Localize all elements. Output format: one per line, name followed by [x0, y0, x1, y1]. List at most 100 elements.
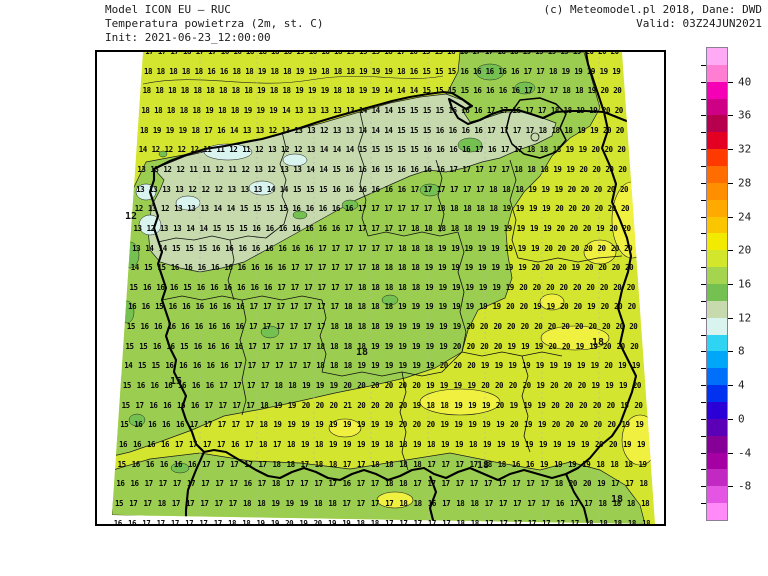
temp-value: 19: [299, 498, 309, 508]
temp-value: 18: [413, 498, 423, 508]
temp-value: 19: [571, 263, 581, 273]
temp-value: 20: [606, 184, 616, 194]
temp-value: 13: [159, 223, 169, 233]
temp-value: 19: [502, 204, 512, 214]
colorbar-segment: [707, 250, 727, 268]
temp-value: 19: [438, 282, 448, 292]
temp-value: 19: [270, 518, 280, 526]
temp-value: 16: [409, 50, 418, 56]
temp-value: 16: [474, 105, 483, 115]
temperature-grid: 17 17 17 18 17 17 16 16 18 18 18 18 19 18 18 18 19 19 19 18…: [97, 52, 664, 524]
temp-value: 19: [596, 223, 605, 233]
temp-value: 16: [221, 341, 230, 351]
temp-value: 17: [556, 518, 565, 526]
temp-value: 17: [317, 282, 327, 292]
temp-value: 16: [486, 86, 495, 96]
temp-value: 16: [148, 420, 157, 430]
temp-value: 18: [596, 459, 605, 469]
temp-value: 20: [632, 381, 642, 391]
temp-value: 16: [410, 164, 419, 174]
temp-value: 16: [207, 66, 216, 76]
temp-value: 13: [294, 125, 303, 135]
temp-value: 16: [238, 243, 248, 253]
temp-value: 18: [399, 498, 408, 508]
temp-value: 17: [202, 440, 212, 449]
temp-value: 19: [528, 204, 538, 214]
temp-value: 19: [587, 86, 597, 96]
temp-value: 19: [465, 302, 475, 312]
temp-value: 18: [426, 400, 436, 410]
temp-value: 18: [510, 50, 519, 56]
temp-value: 18: [333, 50, 343, 56]
temp-value: 20: [592, 400, 602, 410]
colorbar-tick: [701, 385, 706, 387]
temp-value: 20: [561, 322, 570, 332]
temp-value: 16: [223, 282, 233, 292]
temp-value: 20: [467, 361, 476, 371]
temp-value: 16: [448, 125, 458, 135]
temp-value: 18: [321, 50, 330, 56]
temp-value: 19: [398, 322, 407, 332]
temp-value: 17: [584, 498, 593, 508]
temp-value: 19: [300, 440, 310, 449]
temp-value: 19: [536, 381, 545, 391]
temp-value: 16: [224, 263, 233, 273]
colorbar-label: 24: [738, 210, 752, 224]
temp-value: 17: [524, 86, 533, 96]
temp-value: 20: [606, 400, 616, 410]
temp-value: 18: [194, 66, 204, 76]
temp-value: 12: [215, 164, 224, 174]
temp-value: 18: [413, 459, 422, 469]
temp-value: 13: [147, 204, 157, 214]
temp-value: 20: [559, 282, 569, 292]
colorbar-label: 8: [738, 344, 745, 358]
temp-value: 17: [526, 479, 535, 489]
temp-value: 18: [183, 50, 192, 56]
temp-value: 18: [260, 400, 269, 410]
temp-value: 19: [504, 263, 514, 273]
temp-value: 19: [329, 381, 339, 391]
temp-value: 19: [411, 302, 421, 312]
colorbar-segment: [707, 98, 727, 116]
temp-value: 20: [555, 204, 564, 214]
temp-value: 16: [128, 302, 137, 312]
temp-value: 17: [216, 440, 226, 449]
map-frame: 17 17 17 18 17 17 16 16 18 18 18 18 19 18 18 18 19 19 19 18…: [95, 50, 666, 526]
temp-value: 17: [215, 479, 224, 489]
temp-value: 16: [193, 341, 203, 351]
temp-grid-row: 16 16 16 16 17 17 17 17 16 17 18 17 18 19 18 19 19 19 19 18…: [116, 440, 648, 449]
temp-value: 20: [357, 381, 366, 391]
colorbar-tick: [701, 486, 706, 488]
temp-value: 17: [485, 518, 494, 526]
colorbar-tick: [701, 300, 706, 302]
temp-value: 16: [169, 282, 179, 292]
temp-value: 18: [450, 204, 459, 214]
temp-value: 16: [555, 498, 565, 508]
temp-value: 16: [344, 204, 354, 214]
temp-value: 19: [343, 420, 352, 430]
temp-value: 15: [422, 125, 432, 135]
temp-value: 19: [535, 50, 544, 56]
temp-value: 16: [236, 302, 245, 312]
temp-value: 20: [593, 184, 603, 194]
temp-value: 18: [193, 86, 203, 96]
temp-value: 18: [641, 498, 650, 508]
temp-value: 19: [440, 420, 449, 430]
temp-value: 12: [293, 145, 303, 155]
temp-value: 19: [295, 86, 304, 96]
temp-value: 18: [271, 50, 280, 56]
temp-value: 15: [397, 105, 406, 115]
temp-value: 16: [277, 263, 287, 273]
temp-value: 19: [553, 164, 562, 174]
temp-value: 16: [134, 420, 143, 430]
temp-value: 19: [524, 440, 534, 449]
credit-line: (c) Meteomodel.pl 2018, Dane: DWD: [543, 3, 762, 16]
temp-value: 16: [225, 243, 234, 253]
temp-value: 17: [187, 479, 196, 489]
temp-value: 17: [441, 479, 451, 489]
temp-value: 20: [597, 243, 607, 253]
temp-value: 20: [617, 145, 626, 155]
temp-value: 16: [263, 282, 273, 292]
temp-value: 19: [356, 440, 366, 449]
temp-value: 16: [233, 50, 242, 56]
